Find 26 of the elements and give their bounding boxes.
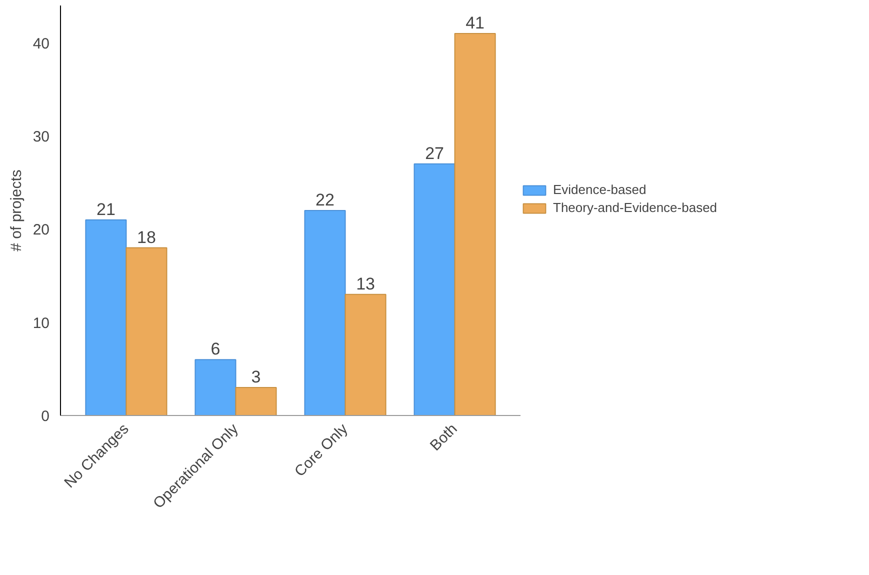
data-label: 21 (96, 200, 116, 219)
data-label: 27 (425, 144, 444, 163)
bar (126, 247, 168, 416)
data-label: 41 (466, 13, 485, 32)
bar (344, 294, 386, 416)
y-axis-title: # of projects (8, 170, 25, 252)
y-tick-label: 30 (32, 128, 50, 146)
y-tick-label: 40 (32, 35, 50, 52)
x-tick-label: Both (426, 420, 461, 454)
y-tick-label: 10 (32, 314, 50, 332)
data-label: 18 (137, 228, 156, 247)
bar (304, 210, 346, 416)
data-label: 3 (251, 368, 261, 387)
bar (454, 32, 496, 416)
x-tick-label: Core Only (291, 420, 352, 480)
bar (235, 387, 277, 416)
bar (194, 359, 236, 416)
data-label: 22 (316, 190, 334, 210)
legend-label: Evidence-based (553, 182, 646, 197)
legend-label: Theory-and-Evidence-based (553, 200, 718, 215)
bar (85, 219, 127, 416)
y-tick-label: 0 (41, 408, 50, 425)
data-label: 6 (210, 340, 220, 359)
data-label: 13 (356, 274, 375, 294)
bar (414, 163, 456, 416)
y-tick-label: 20 (32, 222, 50, 239)
